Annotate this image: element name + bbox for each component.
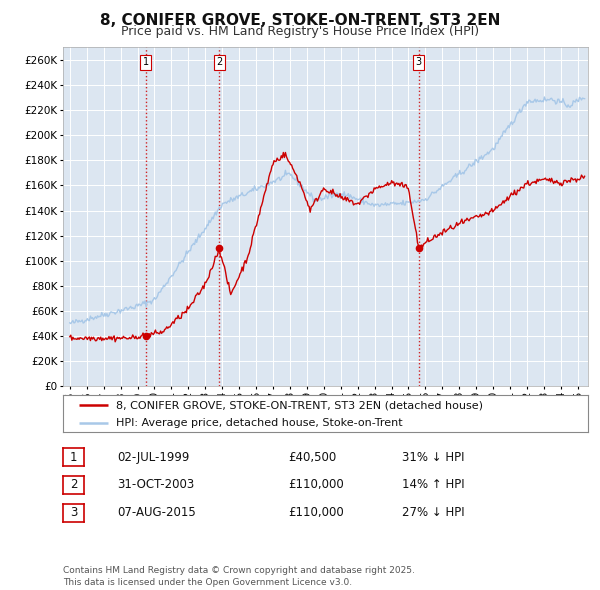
Text: 07-AUG-2015: 07-AUG-2015 (117, 506, 196, 519)
Text: 8, CONIFER GROVE, STOKE-ON-TRENT, ST3 2EN: 8, CONIFER GROVE, STOKE-ON-TRENT, ST3 2E… (100, 13, 500, 28)
Text: 3: 3 (70, 506, 77, 519)
Text: Price paid vs. HM Land Registry's House Price Index (HPI): Price paid vs. HM Land Registry's House … (121, 25, 479, 38)
Text: £40,500: £40,500 (288, 451, 336, 464)
Text: 02-JUL-1999: 02-JUL-1999 (117, 451, 190, 464)
Text: 8, CONIFER GROVE, STOKE-ON-TRENT, ST3 2EN (detached house): 8, CONIFER GROVE, STOKE-ON-TRENT, ST3 2E… (115, 400, 482, 410)
Text: 2: 2 (70, 478, 77, 491)
Text: 2: 2 (216, 57, 223, 67)
Text: 27% ↓ HPI: 27% ↓ HPI (402, 506, 464, 519)
Text: £110,000: £110,000 (288, 506, 344, 519)
Text: 14% ↑ HPI: 14% ↑ HPI (402, 478, 464, 491)
Text: 1: 1 (70, 451, 77, 464)
Text: £110,000: £110,000 (288, 478, 344, 491)
Text: 3: 3 (416, 57, 422, 67)
Text: Contains HM Land Registry data © Crown copyright and database right 2025.
This d: Contains HM Land Registry data © Crown c… (63, 566, 415, 587)
Text: 31% ↓ HPI: 31% ↓ HPI (402, 451, 464, 464)
Text: HPI: Average price, detached house, Stoke-on-Trent: HPI: Average price, detached house, Stok… (115, 418, 402, 428)
Text: 31-OCT-2003: 31-OCT-2003 (117, 478, 194, 491)
Text: 1: 1 (143, 57, 149, 67)
